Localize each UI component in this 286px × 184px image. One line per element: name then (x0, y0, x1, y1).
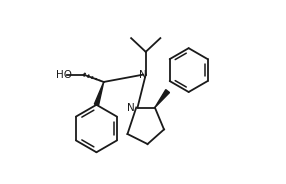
Text: HO: HO (56, 70, 72, 80)
Polygon shape (94, 82, 104, 105)
Text: N: N (139, 70, 147, 80)
Text: N: N (127, 102, 135, 113)
Polygon shape (155, 90, 170, 107)
